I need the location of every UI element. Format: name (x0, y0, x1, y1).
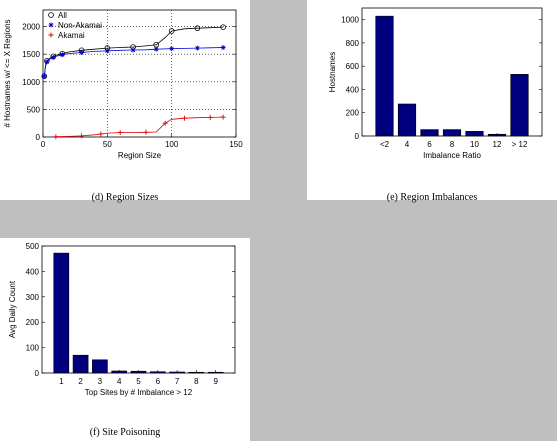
data-point (194, 25, 201, 32)
data-point (194, 45, 200, 51)
data-point (41, 73, 47, 79)
site-poisoning-xtick-label: 3 (98, 377, 103, 386)
data-point (182, 115, 188, 121)
region-sizes-ytick-label: 0 (36, 133, 41, 142)
data-point (117, 130, 123, 136)
series-akamai (53, 114, 226, 140)
data-point (143, 129, 149, 135)
region-imbalances-caption: (e) Region Imbalances (386, 192, 478, 203)
site-poisoning-ytick-label: 100 (26, 344, 40, 353)
data-point (130, 47, 136, 53)
site-poisoning-xlabel: Top Sites by # Imbalance > 12 (85, 388, 193, 397)
data-point (48, 12, 54, 18)
legend-entry-label: Akamai (58, 31, 85, 40)
site-poisoning-ylabel: Avg Daily Count (8, 280, 17, 338)
region-imbalances-ytick-label: 800 (346, 39, 360, 48)
legend-entry-label: Non-Akamai (58, 21, 102, 30)
data-point (59, 52, 65, 58)
series-non-akamai (41, 45, 226, 79)
site-poisoning-ytick-label: 200 (26, 318, 40, 327)
region-sizes-ytick-label: 500 (27, 105, 41, 114)
data-point (207, 114, 213, 120)
region-imbalances-xtick-label: > 12 (512, 140, 528, 149)
data-point (153, 46, 159, 52)
region-sizes-plot-frame (42, 9, 237, 138)
data-point (53, 134, 59, 140)
site-poisoning-caption: (f) Site Poisoning (89, 427, 161, 438)
region-imbalances-xtick-label: 8 (450, 140, 455, 149)
region-imbalances-ytick-label: 0 (355, 132, 360, 141)
data-point (169, 46, 175, 52)
site-poisoning-xtick-label: 7 (175, 377, 180, 386)
region-sizes-ytick-label: 1000 (22, 78, 40, 87)
region-sizes-ytick-label: 2000 (22, 23, 40, 32)
data-point (220, 45, 226, 51)
data-point (220, 24, 226, 30)
region-sizes-xtick-label: 50 (103, 140, 112, 149)
site-poisoning-bar (53, 252, 70, 374)
series-line (43, 26, 224, 77)
region-imbalances-xtick-label: 4 (405, 140, 410, 149)
site-poisoning-plot-frame (41, 245, 236, 374)
site-poisoning-panel: 0 100 200 300 400 500 1 2 3 4 5 6 7 8 9 Top Sites by # … (0, 238, 250, 441)
legend-entry-label: All (58, 11, 67, 20)
region-sizes-panel: 0 500 1000 1500 2000 0 50 100 150 All Non-Akamai Ak… (0, 0, 250, 203)
site-poisoning-ytick-label: 500 (26, 242, 40, 251)
site-poisoning-xtick-label: 4 (117, 377, 122, 386)
region-imbalances-ytick-label: 600 (346, 62, 360, 71)
series-line (55, 116, 224, 138)
data-point (98, 131, 104, 137)
region-imbalances-panel: 0 200 400 600 800 1000 <2 4 6 8 10 12 > 12 Imbalance … (307, 0, 557, 203)
site-poisoning-ytick-label: 300 (26, 293, 40, 302)
region-imbalances-xtick-label: 12 (493, 140, 502, 149)
site-poisoning-xtick-label: 2 (78, 377, 83, 386)
site-poisoning-xtick-label: 1 (59, 377, 64, 386)
data-point (220, 114, 226, 120)
data-point (79, 133, 85, 139)
data-point (48, 22, 54, 28)
region-imbalances-xtick-label: 10 (470, 140, 479, 149)
site-poisoning-ytick-label: 0 (35, 369, 40, 378)
region-imbalances-chart: 0 200 400 600 800 1000 <2 4 6 8 10 12 > 12 Imbalance … (328, 7, 543, 160)
site-poisoning-chart: 0 100 200 300 400 500 1 2 3 4 5 6 7 8 9 Top Sites by # … (8, 242, 236, 397)
data-point (79, 50, 85, 56)
data-point (50, 54, 56, 60)
site-poisoning-xtick-label: 9 (213, 377, 218, 386)
data-point (168, 28, 175, 34)
region-sizes-chart: 0 500 1000 1500 2000 0 50 100 150 AllNon-AkamaiAk… (3, 9, 243, 160)
data-point (48, 32, 54, 38)
region-imbalances-bar (375, 15, 394, 137)
region-sizes-ytick-label: 1500 (22, 50, 40, 59)
site-poisoning-ytick-label: 400 (26, 267, 40, 276)
region-sizes-xtick-label: 100 (165, 140, 179, 149)
region-imbalances-ytick-label: 200 (346, 109, 360, 118)
region-sizes-ylabel: # Hostnames w/ <= X Regions (3, 19, 12, 127)
data-point (104, 48, 110, 54)
region-imbalances-ytick-label: 1000 (341, 16, 359, 25)
site-poisoning-xtick-label: 6 (156, 377, 161, 386)
data-point (162, 120, 168, 126)
region-sizes-xlabel: Region Size (118, 151, 162, 160)
data-point (44, 59, 50, 65)
region-sizes-xtick-label: 150 (229, 140, 243, 149)
site-poisoning-xtick-label: 8 (194, 377, 199, 386)
site-poisoning-xtick-label: 5 (136, 377, 141, 386)
region-imbalances-ylabel: Hostnames (328, 52, 337, 92)
region-imbalances-bar (510, 74, 529, 137)
region-imbalances-xlabel: Imbalance Ratio (423, 151, 481, 160)
region-sizes-caption: (d) Region Sizes (91, 192, 159, 203)
region-imbalances-xtick-label: 6 (427, 140, 432, 149)
region-sizes-xtick-label: 0 (41, 140, 46, 149)
region-imbalances-ytick-label: 400 (346, 85, 360, 94)
region-imbalances-xtick-label: <2 (380, 140, 390, 149)
region-imbalances-bar (397, 103, 417, 137)
